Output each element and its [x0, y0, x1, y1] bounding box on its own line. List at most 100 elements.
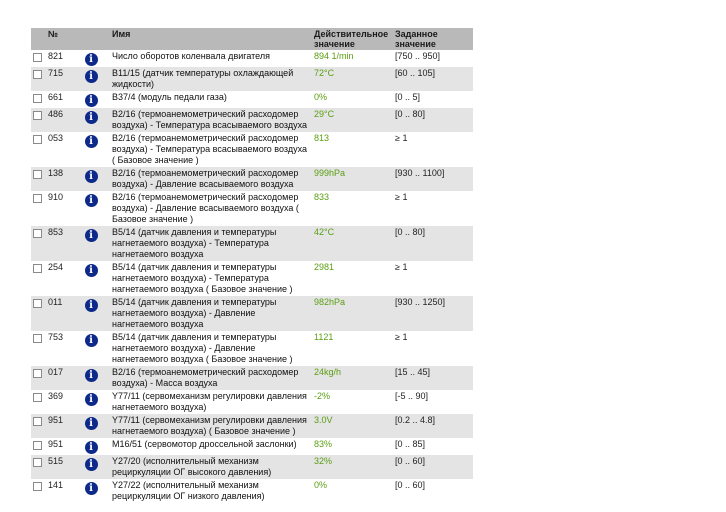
table-row: 053 i B2/16 (термоанемометрический расходо… [31, 132, 473, 167]
select-cell [31, 191, 46, 226]
table-row: 138 i B2/16 (термоанемометрический расходо… [31, 167, 473, 191]
select-cell [31, 91, 46, 108]
table-row: 951 i M16/51 (сервомотор дроссельной засло… [31, 438, 473, 455]
row-name: B5/14 (датчик давления и температуры наг… [110, 261, 312, 296]
table-row: 821 i Число оборотов коленвала двигателя 89… [31, 50, 473, 67]
info-icon[interactable]: i [84, 111, 98, 124]
row-actual-value: 982hPa [312, 296, 393, 331]
row-checkbox[interactable] [33, 170, 42, 179]
info-icon[interactable]: i [84, 441, 98, 454]
info-icon[interactable]: i [84, 53, 98, 66]
info-cell: i [72, 191, 110, 226]
row-name: B37/4 (модуль педали газа) [110, 91, 312, 108]
row-checkbox[interactable] [33, 393, 42, 402]
row-name: Y27/20 (исполнительный механизм рециркул… [110, 455, 312, 479]
info-icon[interactable]: i [84, 334, 98, 347]
row-name: Число оборотов коленвала двигателя [110, 50, 312, 67]
row-name: M16/51 (сервомотор дроссельной заслонки) [110, 438, 312, 455]
info-icon[interactable]: i [84, 417, 98, 430]
table-header-row: № Имя Действительное значение Заданное з… [31, 28, 473, 50]
row-checkbox[interactable] [33, 70, 42, 79]
row-actual-value: 833 [312, 191, 393, 226]
info-icon[interactable]: i [84, 229, 98, 242]
header-setpoint: Заданное значение [393, 28, 473, 50]
info-icon[interactable]: i [84, 135, 98, 148]
select-cell [31, 414, 46, 438]
row-number: 369 [46, 390, 72, 414]
header-number: № [46, 28, 72, 50]
row-checkbox[interactable] [33, 417, 42, 426]
info-cell: i [72, 108, 110, 132]
info-icon[interactable]: i [84, 94, 98, 107]
row-name: B2/16 (термоанемометрический расходомер … [110, 366, 312, 390]
row-checkbox[interactable] [33, 458, 42, 467]
info-icon[interactable]: i [84, 194, 98, 207]
row-number: 951 [46, 438, 72, 455]
info-icon[interactable]: i [84, 369, 98, 382]
select-cell [31, 108, 46, 132]
info-icon[interactable]: i [84, 393, 98, 406]
row-checkbox[interactable] [33, 299, 42, 308]
row-checkbox[interactable] [33, 194, 42, 203]
row-setpoint: [-5 .. 90] [393, 390, 473, 414]
info-cell: i [72, 261, 110, 296]
actual-values-table: № Имя Действительное значение Заданное з… [31, 28, 473, 503]
info-cell: i [72, 331, 110, 366]
row-checkbox[interactable] [33, 111, 42, 120]
row-checkbox[interactable] [33, 482, 42, 491]
row-setpoint: [930 .. 1250] [393, 296, 473, 331]
info-cell: i [72, 390, 110, 414]
row-actual-value: 813 [312, 132, 393, 167]
row-actual-value: 29°C [312, 108, 393, 132]
info-icon[interactable]: i [84, 170, 98, 183]
table-row: 017 i B2/16 (термоанемометрический расходо… [31, 366, 473, 390]
row-setpoint: [0 .. 85] [393, 438, 473, 455]
info-cell: i [72, 414, 110, 438]
table-row: 661 i B37/4 (модуль педали газа) 0% [0 .. 5] [31, 91, 473, 108]
select-cell [31, 261, 46, 296]
row-name: B5/14 (датчик давления и температуры наг… [110, 296, 312, 331]
table-row: 254 i B5/14 (датчик давления и температуры… [31, 261, 473, 296]
row-checkbox[interactable] [33, 264, 42, 273]
row-number: 753 [46, 331, 72, 366]
info-icon[interactable]: i [84, 264, 98, 277]
info-cell: i [72, 50, 110, 67]
row-checkbox[interactable] [33, 135, 42, 144]
table-row: 951 i Y77/11 (сервомеханизм регулировки да… [31, 414, 473, 438]
table-row: 515 i Y27/20 (исполнительный механизм реци… [31, 455, 473, 479]
select-cell [31, 438, 46, 455]
row-name: B2/16 (термоанемометрический расходомер … [110, 132, 312, 167]
info-icon[interactable]: i [84, 299, 98, 312]
row-actual-value: 1121 [312, 331, 393, 366]
row-actual-value: 0% [312, 91, 393, 108]
table-row: 753 i B5/14 (датчик давления и температуры… [31, 331, 473, 366]
row-number: 053 [46, 132, 72, 167]
row-checkbox[interactable] [33, 94, 42, 103]
info-icon[interactable]: i [84, 70, 98, 83]
row-checkbox[interactable] [33, 53, 42, 62]
row-setpoint: [0 .. 5] [393, 91, 473, 108]
select-cell [31, 67, 46, 91]
row-checkbox[interactable] [33, 441, 42, 450]
select-cell [31, 479, 46, 503]
row-number: 821 [46, 50, 72, 67]
info-cell: i [72, 67, 110, 91]
row-actual-value: 83% [312, 438, 393, 455]
select-cell [31, 366, 46, 390]
row-actual-value: 999hPa [312, 167, 393, 191]
row-setpoint: [930 .. 1100] [393, 167, 473, 191]
info-icon[interactable]: i [84, 482, 98, 495]
row-number: 951 [46, 414, 72, 438]
row-checkbox[interactable] [33, 334, 42, 343]
row-actual-value: 3.0V [312, 414, 393, 438]
row-checkbox[interactable] [33, 229, 42, 238]
header-actual-value: Действительное значение [312, 28, 393, 50]
row-checkbox[interactable] [33, 369, 42, 378]
select-cell [31, 167, 46, 191]
table-row: 486 i B2/16 (термоанемометрический расходо… [31, 108, 473, 132]
row-actual-value: -2% [312, 390, 393, 414]
select-cell [31, 226, 46, 261]
table-row: 910 i B2/16 (термоанемометрический расходо… [31, 191, 473, 226]
table-body: 821 i Число оборотов коленвала двигателя 89… [31, 50, 473, 503]
info-icon[interactable]: i [84, 458, 98, 471]
